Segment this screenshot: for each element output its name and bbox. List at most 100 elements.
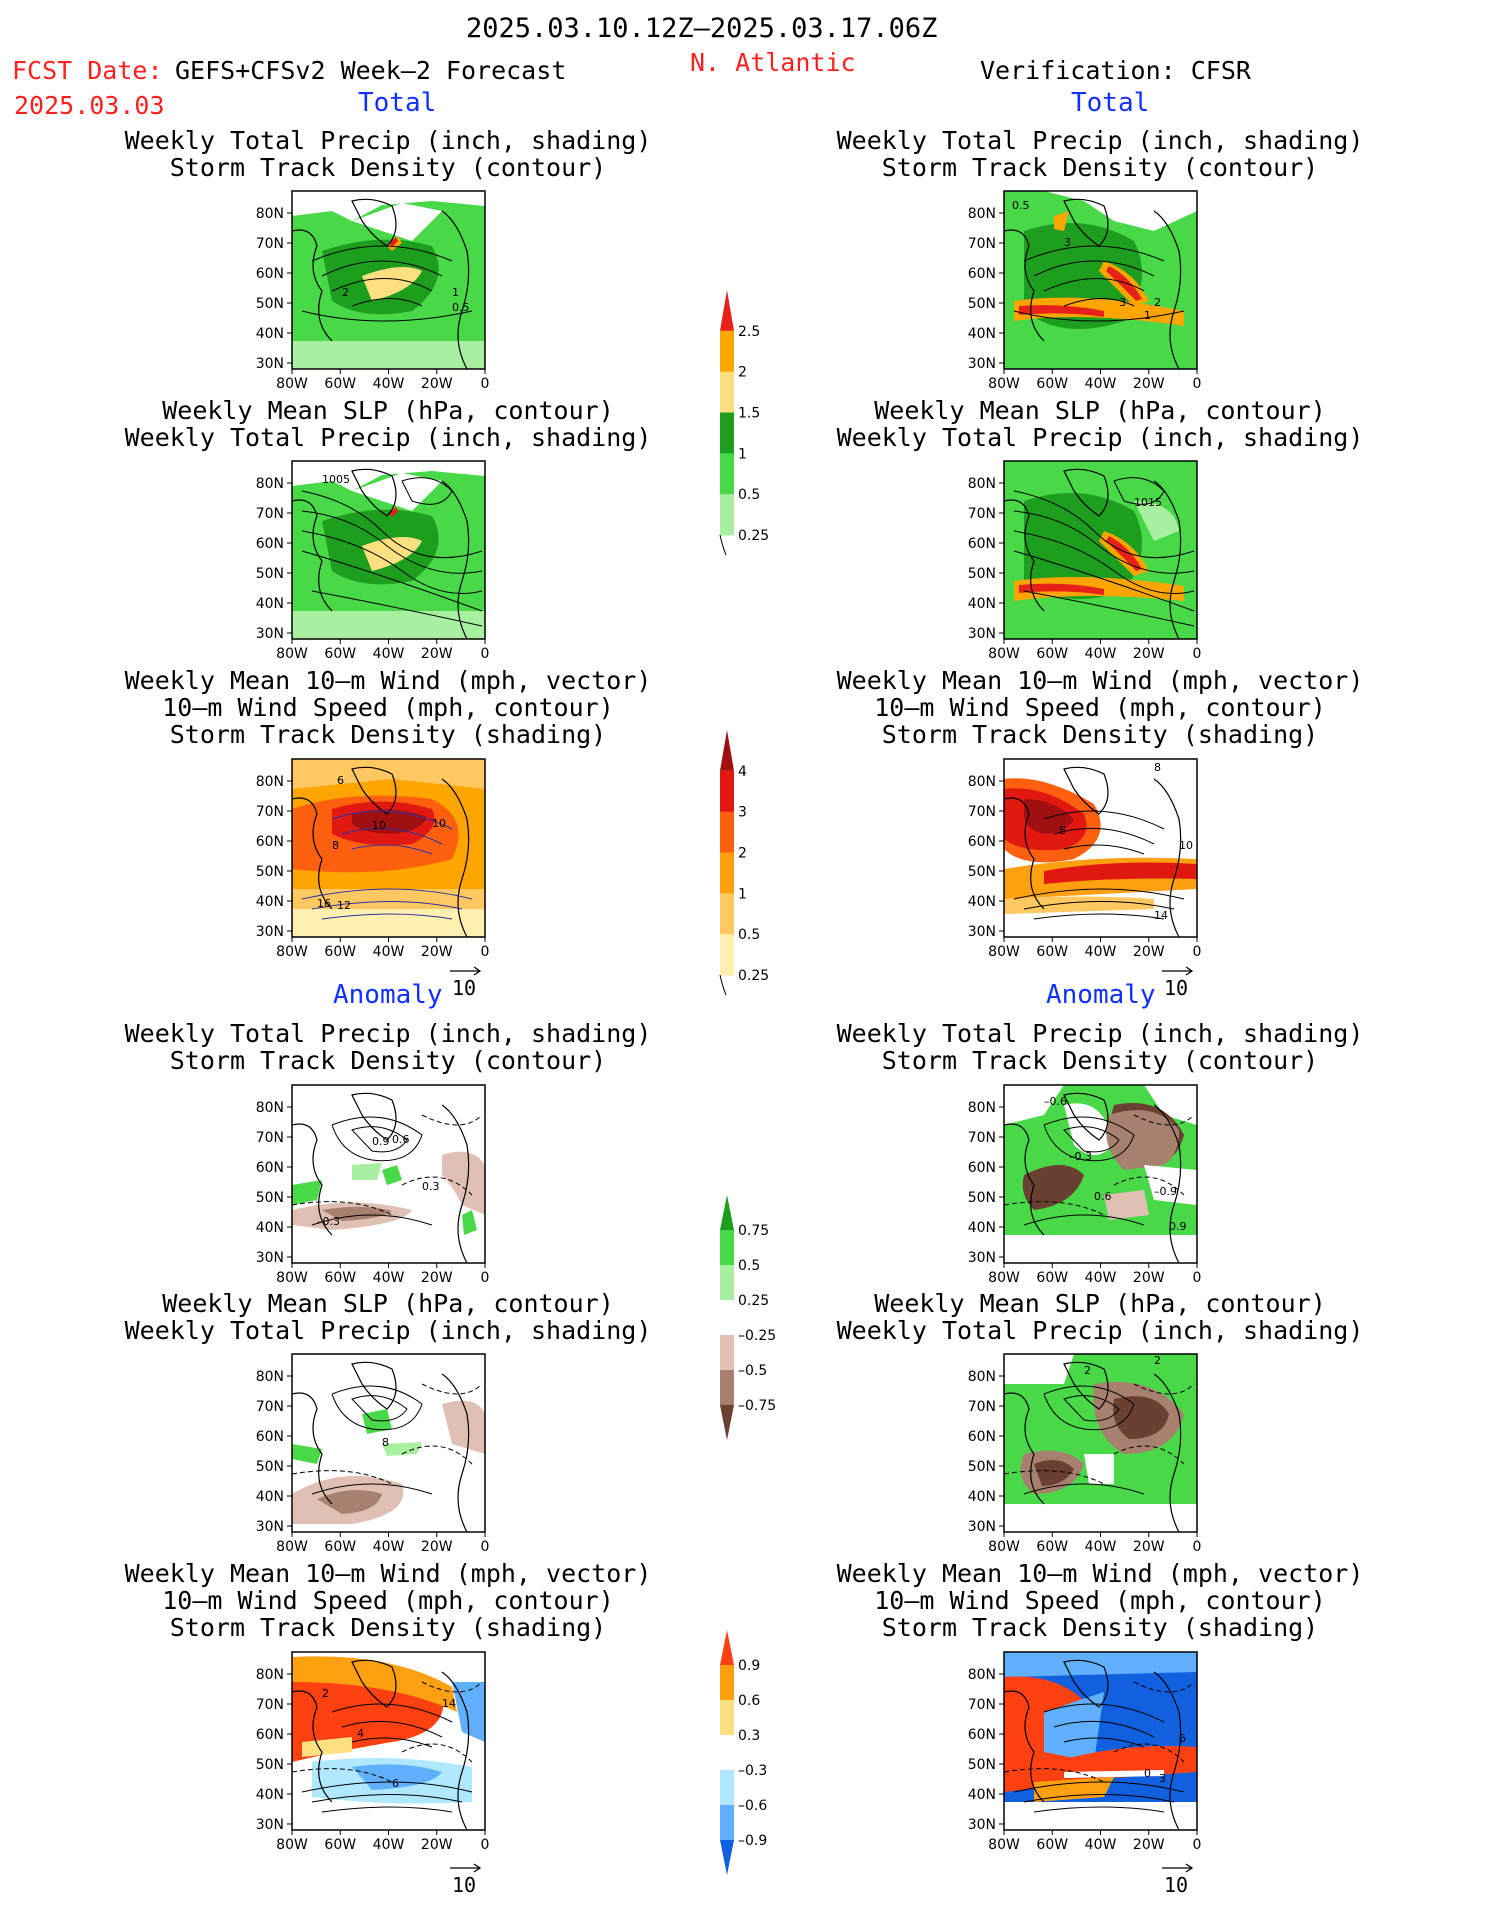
contour-label: 1 xyxy=(1144,309,1151,322)
lat-tick-label: 70N xyxy=(256,506,284,522)
lon-tick-label: 60W xyxy=(324,1837,356,1853)
lon-tick-label: 20W xyxy=(1133,1270,1165,1286)
shading-region xyxy=(1106,266,1142,301)
lon-tick-label: 80W xyxy=(276,1539,308,1555)
colorbar-swatch xyxy=(720,1840,734,1875)
colorbar-label: –0.9 xyxy=(738,1833,767,1849)
shading-region xyxy=(292,1656,457,1712)
panel-title-left-r1-l1: Weekly Total Precip (inch, shading) xyxy=(124,126,652,155)
colorbar-swatch xyxy=(720,412,734,454)
contour-line xyxy=(1013,310,1185,322)
contour-label: 0.5 xyxy=(452,301,470,314)
vector-reference-label: 10 xyxy=(1164,976,1188,999)
lat-tick-label: 60N xyxy=(968,1160,996,1176)
lon-tick-label: 80W xyxy=(276,944,308,960)
shading-region xyxy=(1004,1802,1197,1830)
shading-region xyxy=(1034,1777,1114,1802)
lon-tick-label: 40W xyxy=(373,1539,405,1555)
contour-line xyxy=(351,298,423,307)
colorbar-tail xyxy=(719,974,727,996)
lon-tick-label: 40W xyxy=(373,944,405,960)
lon-tick-label: 80W xyxy=(988,1837,1020,1853)
shading-region xyxy=(442,1151,485,1215)
shading-region xyxy=(1054,211,1069,231)
contour-label: 3 xyxy=(1064,236,1071,249)
contour-line xyxy=(331,278,433,292)
contour-line xyxy=(1063,1737,1145,1748)
shading-region xyxy=(389,237,398,247)
lat-tick-label: 40N xyxy=(256,1787,284,1803)
colorbar-label: 1 xyxy=(738,446,747,462)
lon-tick-label: 60W xyxy=(324,376,356,392)
lat-tick-label: 50N xyxy=(256,1190,284,1206)
contour-label: 0.9 xyxy=(372,1135,390,1148)
panel-title-right-r4-l1: Weekly Total Precip (inch, shading) xyxy=(836,1019,1364,1048)
shading-region xyxy=(1004,1504,1197,1532)
colorbar-swatch xyxy=(720,893,734,935)
shading-region xyxy=(1019,583,1104,595)
colorbar-swatch xyxy=(720,1195,734,1230)
colorbar-swatch xyxy=(720,1665,734,1701)
contour-label: 2 xyxy=(342,286,349,299)
section-total-right: Total xyxy=(1071,88,1150,118)
contour-label: 10 xyxy=(372,819,386,832)
contour-line xyxy=(1043,278,1145,292)
lat-tick-label: 40N xyxy=(256,326,284,342)
lon-tick-label: 0 xyxy=(1193,944,1202,960)
colorbar-swatch xyxy=(720,852,734,894)
panel-title-left-r1-l2: Storm Track Density (contour) xyxy=(169,153,607,182)
contour-line xyxy=(341,1720,443,1738)
colorbar-label: –0.5 xyxy=(738,1363,767,1379)
contour-line xyxy=(1033,913,1165,920)
lon-tick-label: 0 xyxy=(481,1539,490,1555)
contour-label: 8 xyxy=(332,839,339,852)
lat-tick-label: 30N xyxy=(256,626,284,642)
lat-tick-label: 70N xyxy=(968,1399,996,1415)
contour-line xyxy=(1033,1806,1165,1813)
panel-title-right-r4-l2: Storm Track Density (contour) xyxy=(881,1046,1319,1075)
shading-region xyxy=(1113,1396,1169,1439)
contour-line xyxy=(301,510,483,574)
coastline xyxy=(292,1361,470,1532)
contour-label: 0.6 xyxy=(1094,1190,1112,1203)
shading-region xyxy=(362,537,422,571)
panel-title-right-r6-l2: 10–m Wind Speed (mph, contour) xyxy=(874,1586,1326,1615)
colorbar-label: 0.6 xyxy=(738,1693,760,1709)
lat-tick-label: 40N xyxy=(968,894,996,910)
section-total-left: Total xyxy=(358,88,437,118)
vector-reference-label: 10 xyxy=(452,976,476,999)
contour-line xyxy=(292,1768,393,1783)
panel-title-right-r6-l1: Weekly Mean 10–m Wind (mph, vector) xyxy=(836,1559,1364,1588)
panel-title-left-r3-l1: Weekly Mean 10–m Wind (mph, vector) xyxy=(124,666,652,695)
shading-region xyxy=(1106,536,1142,571)
lon-tick-label: 20W xyxy=(1133,646,1165,662)
shading-region xyxy=(462,1210,477,1235)
shading-region xyxy=(1022,1165,1084,1210)
lon-tick-label: 40W xyxy=(1085,1837,1117,1853)
shading-region xyxy=(1004,1652,1197,1677)
colorbar-label: 2 xyxy=(738,365,747,381)
panel-title-left-r4-l1: Weekly Total Precip (inch, shading) xyxy=(124,1019,652,1048)
contour-label: 1 xyxy=(452,286,459,299)
contour-line xyxy=(331,1385,423,1431)
lon-tick-label: 60W xyxy=(1036,1539,1068,1555)
contour-line xyxy=(401,477,453,505)
shading-region xyxy=(292,611,485,639)
lat-tick-label: 40N xyxy=(256,894,284,910)
shading-region xyxy=(1004,896,1154,914)
lat-tick-label: 60N xyxy=(256,266,284,282)
lat-tick-label: 70N xyxy=(968,236,996,252)
contour-line xyxy=(401,1445,473,1465)
contour-label: 8 xyxy=(1154,761,1161,774)
section-anomaly-left: Anomaly xyxy=(333,980,443,1010)
panel-title-left-r6-l2: 10–m Wind Speed (mph, contour) xyxy=(162,1586,614,1615)
contour-line xyxy=(1063,298,1135,307)
contour-line xyxy=(1043,1385,1135,1431)
contour-label: 6 xyxy=(1179,1732,1186,1745)
coastline xyxy=(1004,468,1182,639)
vector-reference: 10 xyxy=(448,965,488,1003)
contour-line xyxy=(1023,1483,1145,1495)
lat-tick-label: 70N xyxy=(256,1697,284,1713)
lat-tick-label: 80N xyxy=(256,1667,284,1683)
contour-line xyxy=(1023,245,1165,262)
